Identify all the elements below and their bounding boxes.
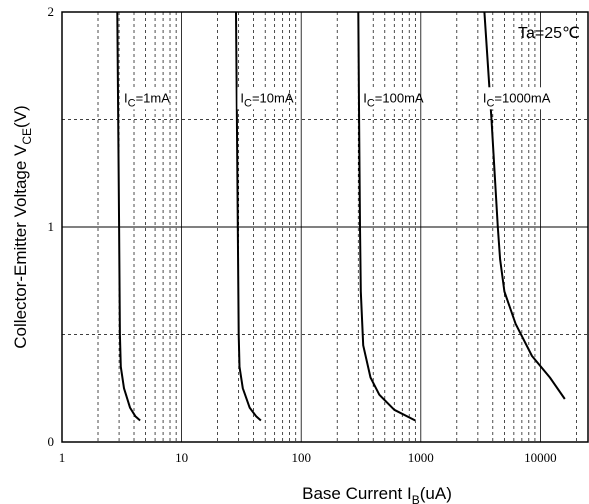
series-label-background bbox=[360, 87, 419, 110]
x-axis-title: Base Current IB(uA) bbox=[302, 484, 452, 504]
series-label-sub: C bbox=[367, 97, 375, 109]
x-tick-label: 1 bbox=[59, 450, 66, 465]
y-axis-title-unit: (V) bbox=[11, 105, 30, 128]
series-label-background bbox=[121, 87, 165, 110]
series-label: IC=100mA bbox=[363, 90, 424, 109]
series-label: IC=1000mA bbox=[483, 90, 551, 109]
x-tick-label: 1000 bbox=[408, 450, 434, 465]
series-label-rest: =100mA bbox=[375, 90, 424, 105]
series-line bbox=[116, 11, 141, 422]
y-tick-label: 1 bbox=[48, 219, 55, 234]
series-label-sub: C bbox=[244, 97, 252, 109]
x-axis-title-main: Base Current I bbox=[302, 484, 412, 503]
y-axis-title-main: Collector-Emitter Voltage V bbox=[11, 144, 30, 349]
series-label-main: I bbox=[363, 90, 367, 105]
series-label-main: I bbox=[124, 90, 128, 105]
x-axis-title-sub: B bbox=[412, 493, 420, 504]
series-layer bbox=[116, 11, 566, 422]
condition-label: Ta=25℃ bbox=[518, 25, 580, 42]
series-line bbox=[483, 11, 566, 400]
series-label-rest: =1000mA bbox=[494, 90, 550, 105]
series-line bbox=[235, 11, 262, 422]
major-gridlines bbox=[62, 12, 588, 442]
series-label-background bbox=[237, 87, 289, 110]
y-axis-title-sub: CE bbox=[20, 128, 34, 145]
x-tick-label: 100 bbox=[291, 450, 311, 465]
series-label-main: I bbox=[483, 90, 487, 105]
series-label-rest: =1mA bbox=[136, 90, 171, 105]
series-label-rest: =10mA bbox=[252, 90, 294, 105]
y-tick-label: 2 bbox=[48, 4, 55, 19]
x-tick-label: 10 bbox=[175, 450, 188, 465]
series-label-background bbox=[479, 87, 546, 110]
series-label: IC=10mA bbox=[240, 90, 293, 109]
curve-labels: IC=1mA IC=10mA IC=100mA IC=1000mA bbox=[121, 87, 551, 110]
x-axis-title-unit: (uA) bbox=[420, 484, 452, 503]
y-tick-label: 0 bbox=[48, 434, 55, 449]
y-axis-title: Collector-Emitter Voltage VCE(V) bbox=[11, 105, 34, 348]
series-label: IC=1mA bbox=[124, 90, 170, 109]
series-label-main: I bbox=[240, 90, 244, 105]
series-label-sub: C bbox=[486, 97, 494, 109]
series-line bbox=[357, 11, 416, 422]
minor-gridlines bbox=[62, 12, 588, 442]
series-label-sub: C bbox=[128, 97, 136, 109]
x-tick-label: 10000 bbox=[524, 450, 557, 465]
plot-frame bbox=[61, 11, 589, 443]
